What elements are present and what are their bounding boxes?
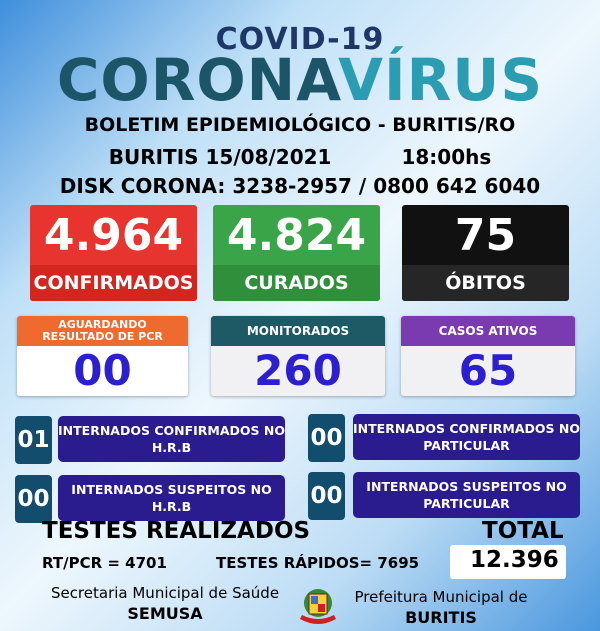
title-part2: VÍRUS [338, 46, 544, 114]
confirmed-box: 4.964 CONFIRMADOS [30, 205, 197, 301]
active-cases-value: 65 [458, 346, 518, 395]
active-cases-label: CASOS ATIVOS [401, 316, 575, 346]
total-value: 12.396 [470, 547, 559, 573]
covid-title: COVID-19 [215, 22, 385, 57]
pcr-pending-label: AGUARDANDO RESULTADO DE PCR [17, 316, 188, 346]
hrb-confirmed-value: 01 [15, 416, 52, 464]
total-label: TOTAL [482, 518, 564, 544]
hrb-suspected-label: INTERNADOS SUSPEITOS NO H.R.B [58, 475, 285, 521]
deaths-box: 75 ÓBITOS [402, 205, 569, 301]
prefeitura-text: Prefeitura Municipal de [354, 588, 528, 606]
monitored-value: 260 [254, 346, 342, 395]
secretaria-text: Secretaria Municipal de Saúde [50, 584, 280, 602]
hrb-confirmed-label: INTERNADOS CONFIRMADOS NO H.R.B [58, 416, 285, 462]
private-confirmed-value: 00 [308, 414, 345, 462]
monitored-box: MONITORADOS 260 [211, 316, 385, 396]
date: BURITIS 15/08/2021 [108, 145, 332, 169]
semusa-text: SEMUSA [127, 604, 203, 623]
pcr-pending-value: 00 [73, 346, 132, 395]
date-line: BURITIS 15/08/2021 18:00hs [0, 145, 600, 169]
buritis-text: BURITIS [405, 608, 477, 627]
time: 18:00hs [401, 145, 492, 169]
hotline: DISK CORONA: 3238-2957 / 0800 642 6040 [59, 174, 541, 198]
recovered-value: 4.824 [226, 210, 367, 261]
deaths-label: ÓBITOS [402, 265, 569, 301]
private-suspected-value: 00 [308, 472, 345, 520]
monitored-label: MONITORADOS [211, 316, 385, 346]
rapid-tests-count: TESTES RÁPIDOS= 7695 [216, 554, 420, 572]
recovered-box: 4.824 CURADOS [213, 205, 380, 301]
title-part1: CORONA [56, 46, 339, 114]
pcr-pending-box: AGUARDANDO RESULTADO DE PCR 00 [17, 316, 188, 396]
private-suspected-label: INTERNADOS SUSPEITOS NO PARTICULAR [353, 472, 580, 518]
tests-title: TESTES REALIZADOS [42, 518, 311, 544]
active-cases-box: CASOS ATIVOS 65 [401, 316, 575, 396]
bulletin-title: BOLETIM EPIDEMIOLÓGICO - BURITIS/RO [84, 114, 516, 136]
private-confirmed-label: INTERNADOS CONFIRMADOS NO PARTICULAR [353, 414, 580, 460]
city-coat-of-arms-icon [296, 587, 340, 627]
recovered-label: CURADOS [213, 265, 380, 301]
deaths-value: 75 [454, 210, 517, 261]
confirmed-value: 4.964 [43, 210, 184, 261]
confirmed-label: CONFIRMADOS [30, 265, 197, 301]
coronavirus-title: CORONAVÍRUS [0, 50, 600, 110]
rtpcr-count: RT/PCR = 4701 [42, 554, 167, 572]
hrb-suspected-value: 00 [15, 475, 52, 523]
